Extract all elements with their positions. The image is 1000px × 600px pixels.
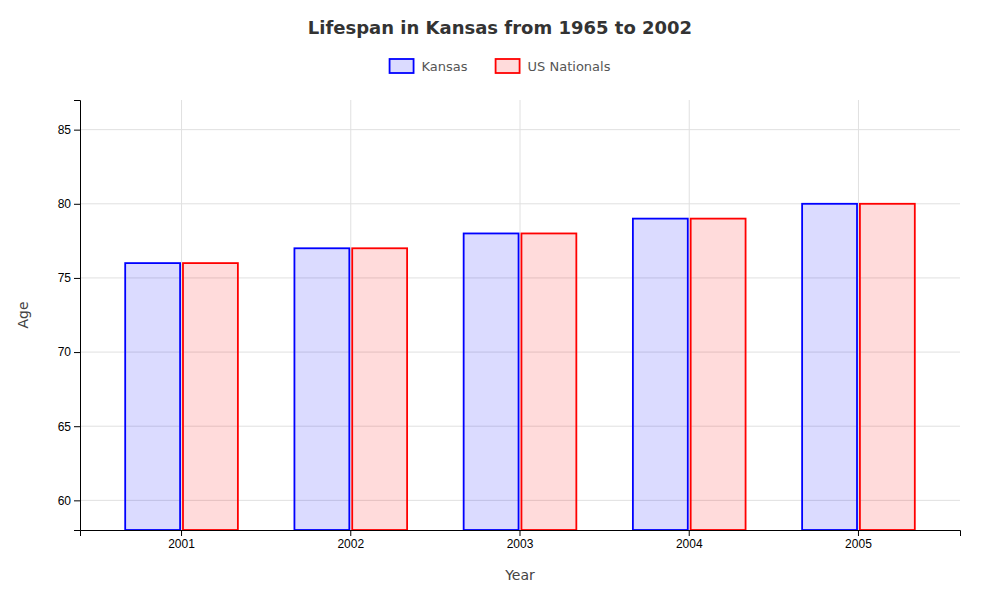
- title: Lifespan in Kansas from 1965 to 2002: [308, 17, 692, 38]
- tick-label: 70: [58, 345, 72, 359]
- tick-label: 60: [58, 494, 72, 508]
- bar: [464, 233, 519, 530]
- legend-swatch: [390, 59, 414, 73]
- tick: 85: [58, 123, 80, 137]
- chart: 2001 2002 2003 2004 2005 60 65 70 75 80 85 Lifespan…: [0, 0, 1000, 600]
- tick-label: 65: [58, 420, 72, 434]
- bar: [802, 204, 857, 530]
- tick-mark: [858, 530, 859, 536]
- tick-label: 2002: [337, 537, 364, 551]
- bar: [521, 233, 576, 530]
- grid-line: [520, 100, 521, 530]
- grid-line: [181, 100, 182, 530]
- tick-mark: [350, 530, 351, 536]
- tick-label: 2004: [676, 537, 703, 551]
- x-axis: 2001 2002 2003 2004 2005: [81, 530, 961, 551]
- tick: 2004: [676, 530, 703, 551]
- tick-mark: [74, 130, 80, 131]
- axis-line: [81, 531, 961, 537]
- plot-area: 2001 2002 2003 2004 2005 60 65 70 75 80 85: [58, 100, 961, 551]
- tick: 2002: [337, 530, 364, 551]
- legend-label: US Nationals: [528, 59, 611, 74]
- legend-item: US Nationals: [496, 59, 611, 74]
- y-axis-title: Age: [15, 301, 31, 328]
- tick-label: 85: [58, 123, 72, 137]
- bar: [294, 248, 349, 530]
- tick: 65: [58, 420, 80, 434]
- tick-mark: [181, 530, 182, 536]
- tick-label: 2003: [507, 537, 534, 551]
- tick: 70: [58, 345, 80, 359]
- bar: [125, 263, 180, 530]
- tick-label: 2001: [168, 537, 195, 551]
- tick-mark: [74, 278, 80, 279]
- bar: [691, 219, 746, 530]
- legend-label: Kansas: [422, 59, 468, 74]
- axis-line: [74, 101, 81, 531]
- bars: [125, 204, 915, 530]
- grid-line: [350, 100, 351, 530]
- series: [183, 204, 915, 530]
- tick: 75: [58, 271, 80, 285]
- tick-label: 80: [58, 197, 72, 211]
- legend-swatch: [496, 59, 520, 73]
- grid-line: [858, 100, 859, 530]
- tick-mark: [74, 204, 80, 205]
- tick-mark: [74, 352, 80, 353]
- legend: Kansas US Nationals: [390, 59, 611, 74]
- tick-label: 75: [58, 271, 72, 285]
- series: [125, 204, 857, 530]
- tick-mark: [520, 530, 521, 536]
- y-axis: 60 65 70 75 80 85: [58, 101, 81, 531]
- x-axis-title: Year: [504, 567, 535, 583]
- tick-mark: [74, 426, 80, 427]
- tick: 2001: [168, 530, 195, 551]
- bar: [860, 204, 915, 530]
- legend-item: Kansas: [390, 59, 468, 74]
- tick-mark: [689, 530, 690, 536]
- tick: 2005: [845, 530, 872, 551]
- tick: 60: [58, 494, 80, 508]
- bar: [633, 219, 688, 530]
- grid-line: [689, 100, 690, 530]
- bar: [183, 263, 238, 530]
- grid: [80, 100, 960, 530]
- bar: [352, 248, 407, 530]
- tick: 80: [58, 197, 80, 211]
- tick: 2003: [507, 530, 534, 551]
- tick-mark: [74, 500, 80, 501]
- tick-label: 2005: [845, 537, 872, 551]
